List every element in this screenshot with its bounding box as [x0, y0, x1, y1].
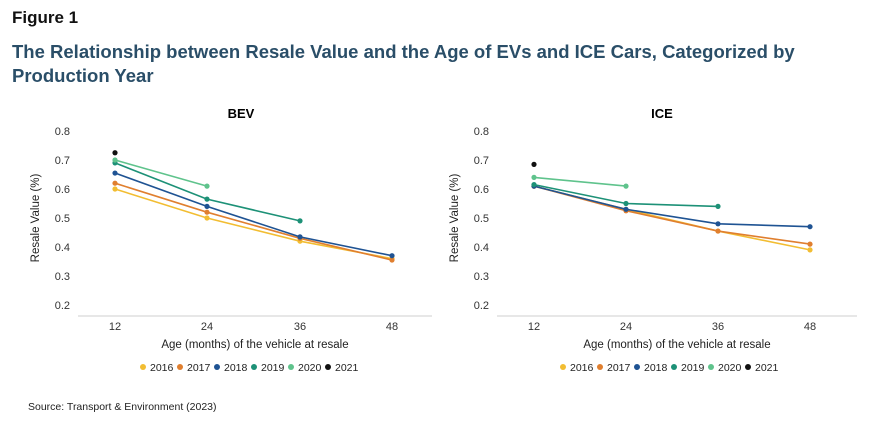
- y-tick-label: 0.4: [55, 242, 70, 254]
- x-axis-label: Age (months) of the vehicle at resale: [583, 339, 770, 351]
- chart-panel-bev: BEV 0.2 0.3 0.4 0.5 0.6 0.7 0.8 12 24 36 48 Age (mon…: [30, 106, 432, 374]
- data-point-2020: [112, 157, 118, 163]
- series-line-2020: [533, 176, 627, 187]
- data-point-2017: [112, 180, 118, 186]
- figure-title: The Relationship between Resale Value an…: [12, 41, 795, 86]
- data-point-2018: [715, 221, 721, 227]
- x-tick-label: 24: [620, 321, 632, 333]
- data-point-2016: [807, 247, 813, 253]
- x-tick-label: 36: [712, 321, 724, 333]
- legend-label-2017: 2017: [607, 362, 631, 374]
- legend: 2016 2017 2018 2019 2020 2021: [140, 362, 359, 374]
- data-point-2016: [204, 215, 210, 221]
- legend-label-2021: 2021: [755, 362, 779, 374]
- x-tick-label: 24: [201, 321, 213, 333]
- series-line-2016: [114, 188, 393, 260]
- data-point-2018: [112, 170, 118, 176]
- y-tick-label: 0.5: [474, 213, 489, 225]
- data-point-2021: [531, 161, 537, 167]
- data-point-2019: [531, 182, 537, 188]
- x-tick-label: 48: [804, 321, 816, 333]
- legend-label-2019: 2019: [261, 362, 285, 374]
- data-point-2018: [389, 253, 395, 259]
- data-point-2017: [715, 228, 721, 234]
- data-point-2017: [389, 257, 395, 263]
- data-point-2018: [623, 206, 629, 212]
- legend-marker-2018: [634, 364, 640, 370]
- y-tick-label: 0.6: [474, 184, 489, 196]
- legend-marker-2017: [597, 364, 603, 370]
- legend-marker-2017: [177, 364, 183, 370]
- data-point-2017: [204, 209, 210, 215]
- y-tick-label: 0.8: [55, 126, 70, 138]
- legend-marker-2021: [745, 364, 751, 370]
- legend: 2016 2017 2018 2019 2020 2021: [560, 362, 779, 374]
- legend-marker-2018: [214, 364, 220, 370]
- data-point-2018: [807, 224, 813, 230]
- data-point-2017: [807, 241, 813, 247]
- x-tick-label: 36: [294, 321, 306, 333]
- y-tick-label: 0.7: [55, 155, 70, 167]
- x-tick-label: 12: [528, 321, 540, 333]
- series-line-2016: [533, 185, 811, 251]
- legend-marker-2019: [671, 364, 677, 370]
- series-line-2018: [533, 185, 811, 228]
- figure-label: Figure 1: [12, 8, 79, 27]
- series-line-2020: [114, 159, 208, 187]
- series-line-2017: [533, 185, 811, 245]
- y-tick-label: 0.7: [474, 155, 489, 167]
- data-point-2018: [204, 203, 210, 209]
- legend-marker-2020: [288, 364, 294, 370]
- series-line-2018: [114, 172, 393, 257]
- legend-marker-2019: [251, 364, 257, 370]
- data-point-2021: [112, 150, 118, 156]
- y-tick-label: 0.8: [474, 126, 489, 138]
- y-tick-label: 0.4: [474, 242, 489, 254]
- legend-marker-2016: [560, 364, 566, 370]
- series-line-2017: [114, 182, 393, 261]
- data-point-2019: [204, 196, 210, 202]
- y-tick-label: 0.2: [55, 300, 70, 312]
- legend-marker-2020: [708, 364, 714, 370]
- legend-label-2018: 2018: [644, 362, 668, 374]
- legend-marker-2021: [325, 364, 331, 370]
- chart-panel-ice: ICE 0.2 0.3 0.4 0.5 0.6 0.7 0.8 12 24 36 48 Age (mon…: [449, 106, 857, 374]
- y-tick-label: 0.5: [55, 213, 70, 225]
- data-point-2020: [531, 174, 537, 180]
- y-axis-label: Resale Value (%): [449, 174, 461, 263]
- legend-label-2020: 2020: [718, 362, 742, 374]
- legend-label-2020: 2020: [298, 362, 322, 374]
- x-axis-label: Age (months) of the vehicle at resale: [161, 339, 348, 351]
- legend-label-2021: 2021: [335, 362, 359, 374]
- data-point-2018: [297, 234, 303, 240]
- legend-label-2017: 2017: [187, 362, 211, 374]
- panel-title: BEV: [228, 106, 255, 121]
- data-point-2020: [623, 183, 629, 189]
- data-point-2020: [204, 183, 210, 189]
- source-note: Source: Transport & Environment (2023): [28, 401, 217, 413]
- data-point-2016: [112, 186, 118, 192]
- y-tick-label: 0.3: [55, 271, 70, 283]
- legend-label-2018: 2018: [224, 362, 248, 374]
- y-tick-label: 0.6: [55, 184, 70, 196]
- legend-marker-2016: [140, 364, 146, 370]
- legend-label-2019: 2019: [681, 362, 705, 374]
- data-point-2019: [715, 203, 721, 209]
- panel-title: ICE: [651, 106, 673, 121]
- y-tick-label: 0.2: [474, 300, 489, 312]
- data-point-2019: [297, 218, 303, 224]
- y-tick-label: 0.3: [474, 271, 489, 283]
- legend-label-2016: 2016: [150, 362, 174, 374]
- x-tick-label: 12: [109, 321, 121, 333]
- data-point-2019: [623, 200, 629, 207]
- x-tick-label: 48: [386, 321, 398, 333]
- legend-label-2016: 2016: [570, 362, 594, 374]
- y-axis-label: Resale Value (%): [30, 174, 42, 263]
